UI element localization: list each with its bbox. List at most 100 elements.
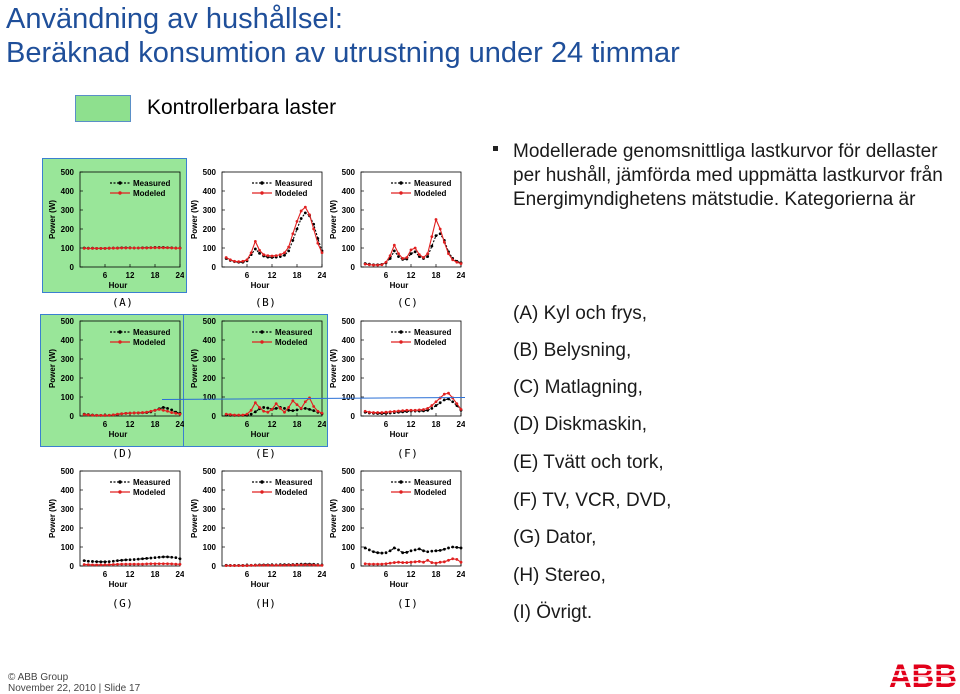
data-point: [384, 562, 388, 566]
x-tick-label: 18: [151, 420, 160, 429]
data-point: [455, 545, 459, 549]
x-axis-label: Hour: [390, 430, 409, 439]
data-point: [426, 558, 430, 562]
data-point: [95, 246, 99, 250]
x-tick-label: 6: [245, 570, 250, 579]
x-axis-label: Hour: [390, 281, 409, 290]
data-point: [258, 563, 261, 567]
data-point: [320, 411, 324, 415]
series-line: [365, 217, 462, 266]
data-point: [434, 549, 438, 553]
data-point: [116, 246, 119, 250]
data-point: [141, 557, 144, 561]
data-point: [422, 549, 425, 553]
legend-entry: Modeled: [133, 338, 166, 347]
x-tick-label: 18: [293, 570, 302, 579]
data-point: [145, 562, 149, 566]
data-point: [372, 411, 375, 414]
y-tick-label: 0: [70, 412, 75, 421]
description-text: Modellerade genomsnittliga lastkurvor fö…: [513, 141, 943, 210]
x-tick-label: 12: [407, 570, 416, 579]
data-point: [249, 408, 253, 412]
x-axis-label: Hour: [251, 580, 270, 589]
legend-marker: [399, 490, 403, 494]
data-point: [380, 562, 384, 566]
data-point: [438, 227, 442, 231]
data-point: [278, 253, 282, 257]
legend-label: Kontrollerbara laster: [147, 96, 337, 119]
y-tick-label: 200: [61, 225, 75, 234]
data-point: [384, 551, 388, 555]
x-tick-label: 6: [245, 271, 250, 280]
data-point: [316, 409, 320, 413]
series-line: [84, 408, 181, 416]
y-axis-label: Power (W): [329, 200, 338, 239]
y-axis-label: Power (W): [329, 499, 338, 538]
highlight-panel-a: [42, 158, 187, 293]
data-point: [161, 246, 165, 250]
data-point: [316, 563, 320, 567]
x-tick-label: 6: [245, 420, 250, 429]
data-point: [224, 412, 228, 416]
legend-entry: Modeled: [414, 338, 447, 347]
data-point: [99, 246, 103, 250]
data-point: [95, 414, 99, 417]
data-point: [303, 563, 307, 567]
chart-caption: (F): [397, 447, 419, 460]
data-point: [228, 413, 232, 416]
data-point: [442, 560, 446, 564]
data-point: [99, 560, 103, 564]
data-point: [287, 408, 291, 412]
data-point: [116, 559, 119, 563]
title-line-1: Användning av hushållsel:: [6, 3, 343, 35]
x-tick-label: 18: [293, 271, 302, 280]
series-line: [365, 558, 462, 565]
y-tick-label: 100: [203, 543, 217, 552]
data-point: [262, 563, 266, 567]
data-point: [149, 562, 153, 566]
y-tick-label: 500: [203, 317, 217, 326]
y-tick-label: 200: [203, 225, 217, 234]
x-tick-label: 18: [432, 570, 441, 579]
data-point: [141, 411, 144, 414]
x-axis-label: Hour: [390, 580, 409, 589]
data-point: [434, 561, 438, 565]
data-point: [149, 246, 153, 250]
data-point: [178, 412, 182, 416]
data-point: [312, 227, 316, 231]
data-point: [153, 556, 157, 560]
data-point: [270, 254, 274, 258]
data-point: [120, 562, 124, 566]
data-point: [451, 400, 455, 404]
data-point: [258, 406, 261, 409]
data-point: [136, 562, 140, 566]
y-tick-label: 500: [203, 168, 217, 177]
data-point: [136, 246, 140, 250]
data-point: [442, 240, 446, 244]
data-point: [262, 253, 266, 257]
data-point: [132, 411, 136, 415]
y-tick-label: 300: [203, 505, 217, 514]
legend-marker: [260, 480, 264, 484]
y-tick-label: 0: [70, 263, 75, 272]
chart-svg: 0 100 200 300 400 500 6 12 18 24 Hour Power (W) Meas…: [190, 467, 326, 589]
data-point: [405, 561, 409, 564]
y-tick-label: 500: [342, 317, 356, 326]
data-point: [174, 556, 178, 560]
data-point: [287, 563, 291, 567]
x-tick-label: 12: [268, 271, 277, 280]
data-point: [120, 246, 124, 250]
data-point: [312, 563, 316, 567]
x-axis-label: Hour: [251, 430, 270, 439]
data-point: [451, 557, 455, 561]
y-tick-label: 0: [351, 562, 356, 571]
x-tick-label: 12: [126, 271, 135, 280]
data-point: [161, 562, 165, 566]
data-point: [128, 246, 132, 250]
data-point: [86, 563, 90, 567]
y-axis-label: Power (W): [48, 499, 57, 538]
data-point: [82, 563, 86, 566]
